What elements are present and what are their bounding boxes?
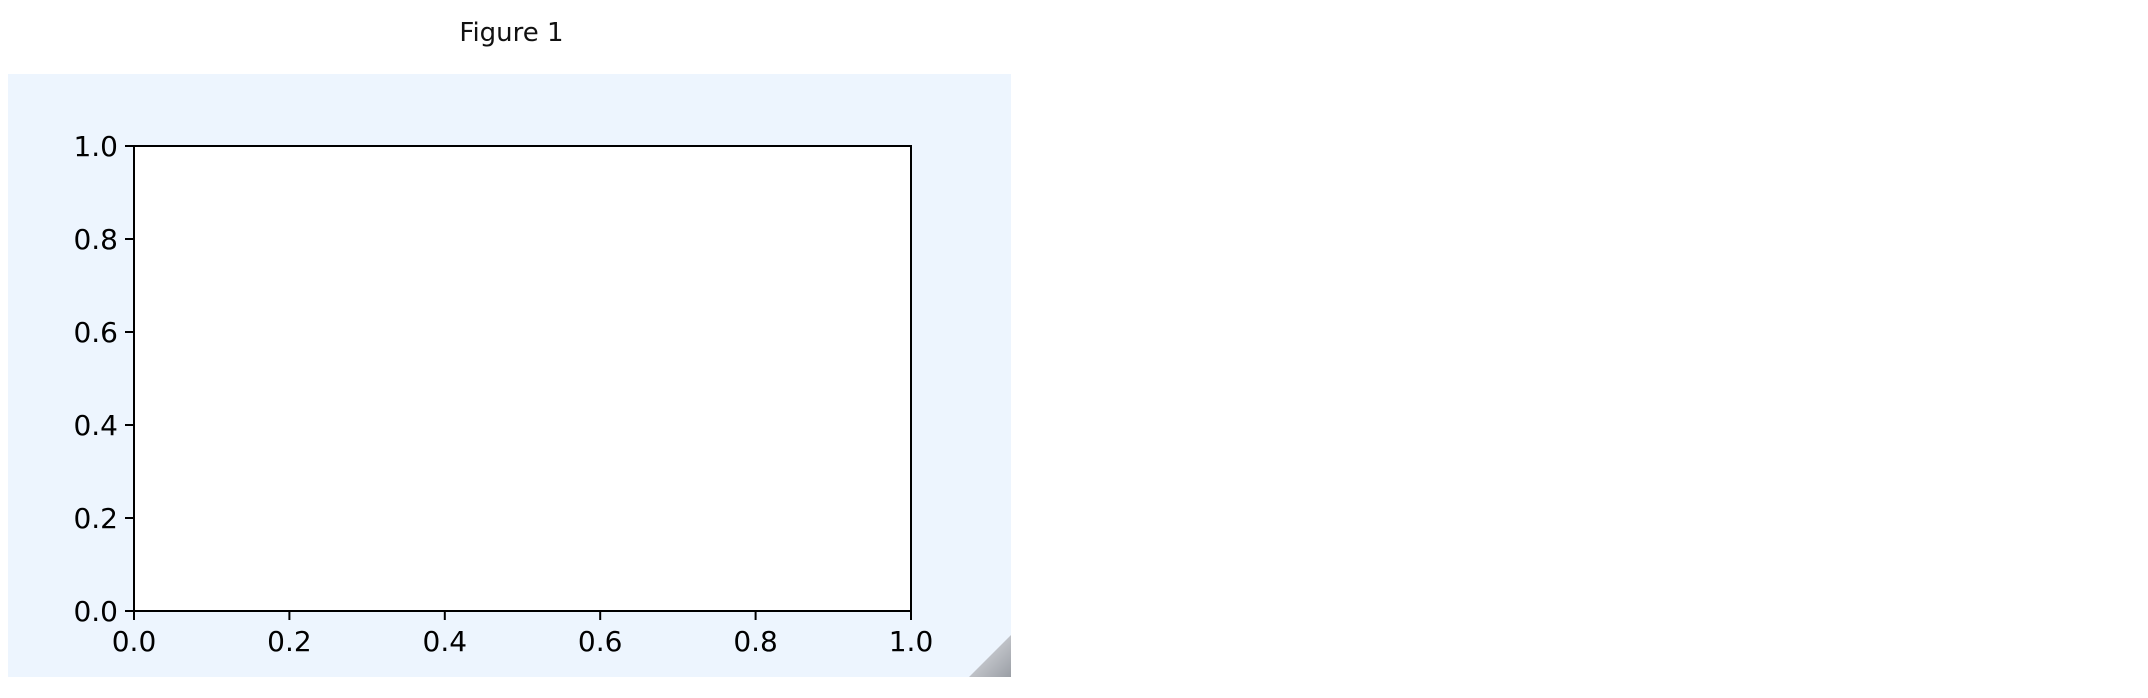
x-axis: 0.0 0.2 0.4 0.6 0.8 1.0: [112, 611, 934, 658]
resize-grip-icon[interactable]: [969, 635, 1011, 677]
window-title: Figure 1: [459, 18, 564, 48]
y-tick-label: 0.6: [73, 316, 118, 349]
x-tick-label: 0.8: [733, 625, 778, 658]
x-tick-label: 0.2: [267, 625, 312, 658]
chart: 0.0 0.2 0.4 0.6 0.8 1.0 0.0 0.2 0.4 0.6 0.8 1.0: [73, 130, 934, 658]
y-tick-label: 1.0: [73, 130, 118, 163]
x-tick-label: 0.4: [423, 625, 468, 658]
y-tick-label: 0.2: [73, 502, 118, 535]
x-tick-label: 0.6: [578, 625, 623, 658]
x-tick-label: 0.0: [112, 625, 157, 658]
axes-area: [133, 145, 912, 612]
y-tick-label: 0.4: [73, 409, 118, 442]
y-axis: 0.0 0.2 0.4 0.6 0.8 1.0: [73, 130, 134, 628]
figure-canvas[interactable]: 0.0 0.2 0.4 0.6 0.8 1.0 0.0 0.2 0.4 0.6 0.8 1.0: [8, 74, 1011, 677]
x-tick-label: 1.0: [889, 625, 934, 658]
y-tick-label: 0.8: [73, 223, 118, 256]
y-tick-label: 0.0: [73, 595, 118, 628]
